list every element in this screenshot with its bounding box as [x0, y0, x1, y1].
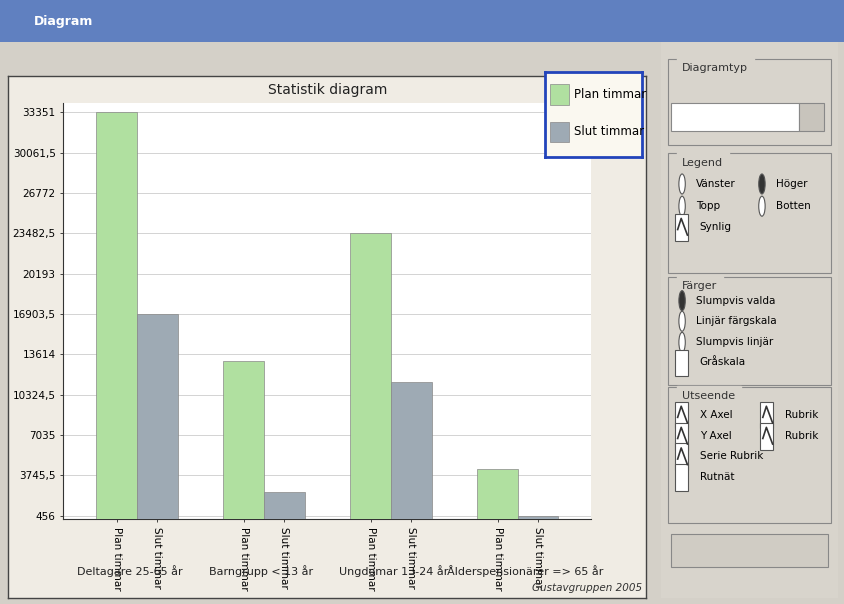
Circle shape: [758, 174, 764, 194]
Text: Deltagare 25-65 år: Deltagare 25-65 år: [77, 565, 182, 577]
FancyBboxPatch shape: [671, 534, 826, 567]
Text: Botten: Botten: [776, 201, 810, 211]
Circle shape: [678, 196, 684, 216]
Text: Utseende: Utseende: [681, 391, 734, 401]
Text: ▼: ▼: [808, 113, 814, 122]
Text: Diagramtyp: Diagramtyp: [681, 63, 747, 74]
Text: Diagram: Diagram: [34, 14, 93, 28]
Text: Slumpvis linjär: Slumpvis linjär: [695, 338, 772, 347]
Bar: [674, 443, 688, 470]
FancyBboxPatch shape: [667, 277, 830, 385]
Text: Synlig: Synlig: [699, 222, 731, 232]
Text: Ungdomar 13-24 år: Ungdomar 13-24 år: [338, 565, 447, 577]
Text: Gråskala: Gråskala: [699, 358, 745, 367]
Bar: [517, 516, 558, 521]
Bar: [674, 214, 688, 240]
Circle shape: [678, 332, 684, 352]
Text: Höger: Höger: [776, 179, 807, 189]
Text: Y Axel: Y Axel: [699, 431, 731, 441]
Text: Rubrik: Rubrik: [784, 410, 817, 420]
Bar: [263, 492, 304, 521]
Circle shape: [678, 291, 684, 310]
Bar: [760, 402, 772, 428]
Title: Statistik diagram: Statistik diagram: [268, 83, 387, 97]
Text: Ålderspensionärer => 65 år: Ålderspensionärer => 65 år: [446, 565, 603, 577]
Text: Rubrik: Rubrik: [784, 431, 817, 441]
Text: Rutnät: Rutnät: [699, 472, 733, 482]
Text: Linjär färgskala: Linjär färgskala: [695, 316, 776, 326]
Bar: [223, 361, 263, 521]
Text: Gustavgruppen 2005: Gustavgruppen 2005: [532, 583, 641, 593]
Bar: [96, 112, 137, 521]
Text: Färger: Färger: [681, 281, 717, 291]
Bar: [350, 234, 391, 521]
Text: ColumnChart: ColumnChart: [681, 112, 750, 122]
Circle shape: [678, 311, 684, 331]
FancyBboxPatch shape: [798, 103, 823, 131]
Bar: [391, 382, 431, 521]
Text: Topp: Topp: [695, 201, 720, 211]
Bar: [760, 423, 772, 449]
Circle shape: [678, 174, 684, 194]
Bar: [674, 423, 688, 449]
Text: Vänster: Vänster: [695, 179, 735, 189]
Text: Legend: Legend: [681, 158, 722, 168]
Bar: [549, 85, 569, 104]
FancyBboxPatch shape: [667, 59, 830, 145]
FancyBboxPatch shape: [667, 153, 830, 273]
FancyBboxPatch shape: [671, 103, 798, 131]
Text: Swap Data: Swap Data: [717, 544, 781, 557]
Bar: [137, 314, 177, 521]
Bar: [549, 121, 569, 142]
Text: Plan timmar: Plan timmar: [574, 88, 646, 101]
Bar: [674, 350, 688, 376]
Text: Slumpvis valda: Slumpvis valda: [695, 296, 775, 306]
Text: Slut timmar: Slut timmar: [574, 125, 643, 138]
Text: Barngrupp < 13 år: Barngrupp < 13 år: [209, 565, 313, 577]
Circle shape: [758, 196, 764, 216]
Text: X Axel: X Axel: [699, 410, 732, 420]
Bar: [674, 402, 688, 428]
Bar: [674, 464, 688, 490]
Bar: [477, 469, 517, 521]
Text: Serie Rubrik: Serie Rubrik: [699, 451, 762, 461]
FancyBboxPatch shape: [667, 387, 830, 523]
